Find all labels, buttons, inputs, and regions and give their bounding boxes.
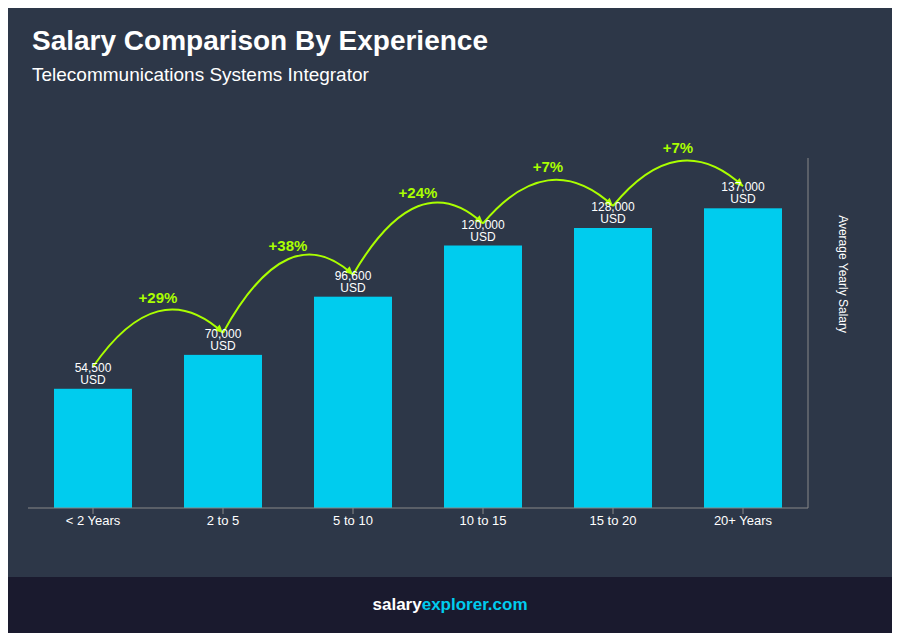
html-text:Salary Comparison By Experienc: Salary Comparison By Experience [32, 25, 488, 56]
svg-text:+7%: +7% [663, 139, 693, 156]
html-text:salary explorer.com: salary explorer.com [372, 595, 528, 614]
svg-text:120,000USD: 120,000USD [461, 218, 505, 244]
svg-text:96,600USD: 96,600USD [335, 269, 372, 295]
svg-text:15 to 20: 15 to 20 [590, 513, 637, 528]
svg-text:+29%: +29% [139, 289, 178, 306]
svg-text:10 to 15: 10 to 15 [460, 513, 507, 528]
svg-text:+38%: +38% [269, 237, 308, 254]
svg-text:70,000USD: 70,000USD [205, 327, 242, 353]
svg-text:+24%: +24% [399, 184, 438, 201]
svg-text:128,000USD: 128,000USD [591, 200, 635, 226]
svg-text:Average Yearly Salary: Average Yearly Salary [836, 215, 850, 333]
svg-text:2 to 5: 2 to 5 [207, 513, 240, 528]
svg-text:+7%: +7% [533, 158, 563, 175]
svg-text:20+ Years: 20+ Years [714, 513, 773, 528]
svg-text:54,500USD: 54,500USD [75, 361, 112, 387]
svg-text:< 2 Years: < 2 Years [66, 513, 121, 528]
svg-text:137,000USD: 137,000USD [721, 180, 765, 206]
svg-text:5 to 10: 5 to 10 [333, 513, 373, 528]
html-text:Telecommunications Systems Int: Telecommunications Systems Integrator [32, 64, 369, 85]
